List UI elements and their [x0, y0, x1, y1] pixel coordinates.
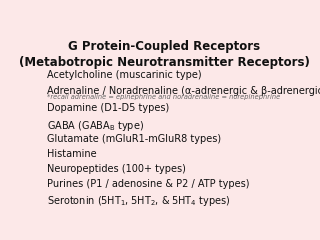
- Text: Dopamine (D1-D5 types): Dopamine (D1-D5 types): [47, 103, 170, 114]
- Text: Glutamate (mGluR1-mGluR8 types): Glutamate (mGluR1-mGluR8 types): [47, 134, 221, 144]
- Text: Adrenaline / Noradrenaline (α-adrenergic & β-adrenergic types): Adrenaline / Noradrenaline (α-adrenergic…: [47, 85, 320, 96]
- Text: GABA (GABA$_\mathregular{B}$ type): GABA (GABA$_\mathregular{B}$ type): [47, 119, 144, 133]
- Text: Serotonin (5HT$_\mathregular{1}$, 5HT$_\mathregular{2}$, & 5HT$_\mathregular{4}$: Serotonin (5HT$_\mathregular{1}$, 5HT$_\…: [47, 194, 231, 208]
- Text: Purines (P1 / adenosine & P2 / ATP types): Purines (P1 / adenosine & P2 / ATP types…: [47, 179, 250, 189]
- Text: Acetylcholine (muscarinic type): Acetylcholine (muscarinic type): [47, 70, 202, 80]
- Text: G Protein-Coupled Receptors: G Protein-Coupled Receptors: [68, 40, 260, 53]
- Text: Neuropeptides (100+ types): Neuropeptides (100+ types): [47, 164, 186, 174]
- Text: Histamine: Histamine: [47, 149, 97, 159]
- Text: (Metabotropic Neurotransmitter Receptors): (Metabotropic Neurotransmitter Receptors…: [19, 56, 309, 69]
- Text: *recall adrenaline = epinephrine and noradrenaline = norepinephrine: *recall adrenaline = epinephrine and nor…: [47, 94, 281, 100]
